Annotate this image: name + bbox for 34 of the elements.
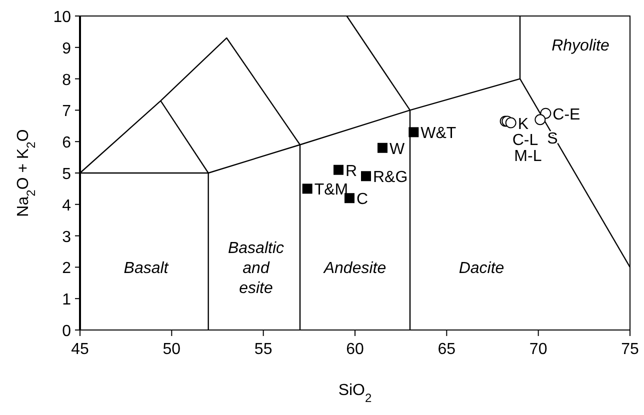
annotation: Rhyolite	[552, 37, 610, 54]
series-label: C-E	[552, 106, 580, 124]
x-tick-label: 70	[529, 341, 548, 358]
series-label: K	[518, 116, 529, 133]
x-tick-label: 55	[254, 341, 272, 358]
y-tick-label: 1	[62, 292, 72, 309]
x-tick-label: 60	[346, 341, 364, 358]
y-tick-label: 9	[62, 40, 72, 58]
y-tick-label: 5	[62, 166, 72, 183]
y-tick-label: 0	[62, 323, 72, 340]
y-tick-label: 4	[62, 197, 72, 214]
series-label: R&G	[373, 169, 408, 186]
series-label: C	[356, 191, 368, 208]
series-label: W&T	[420, 125, 456, 142]
series-label: W	[390, 140, 406, 158]
y-tick-label: 6	[62, 134, 72, 152]
annotation: Andesite	[322, 260, 386, 278]
y-tick-label: 3	[62, 228, 72, 246]
y-tick-label: 8	[62, 72, 72, 89]
x-tick-label: 65	[438, 341, 456, 358]
x-tick-label: 75	[621, 341, 639, 358]
y-tick-label: 2	[62, 260, 72, 278]
x-tick-label: 45	[71, 341, 89, 358]
annotation: Dacite	[458, 260, 504, 278]
y-tick-label: 7	[62, 103, 72, 120]
series-label: R	[346, 162, 358, 180]
series-label: T&M	[314, 182, 348, 199]
annotation: Basaltic and esite	[228, 240, 284, 298]
series-label: M-L	[514, 148, 542, 166]
x-axis-title: SiO$_{2}$	[338, 382, 372, 405]
y-tick-label: 10	[53, 9, 72, 26]
x-tick-label: 50	[162, 341, 181, 358]
annotation: Basalt	[124, 260, 169, 278]
series-label: C-L	[512, 132, 538, 150]
